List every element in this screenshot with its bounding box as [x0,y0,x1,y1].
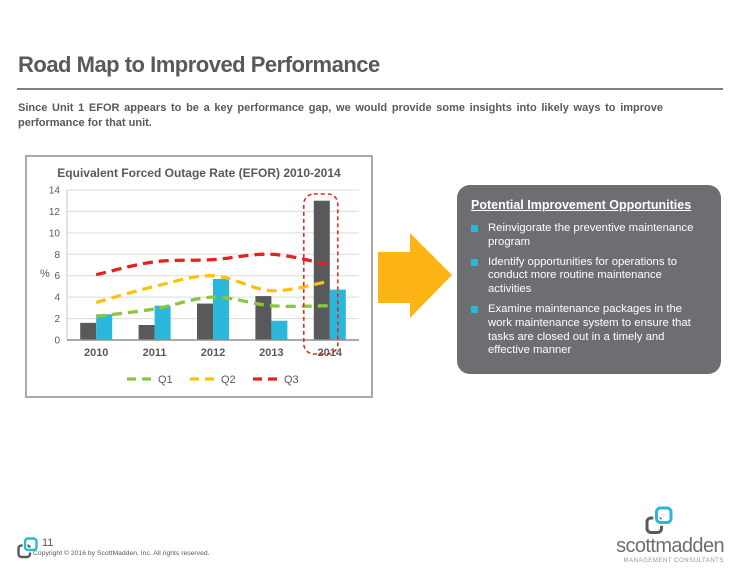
legend-label: Q2 [221,374,236,386]
highlight-box-2014 [303,193,339,355]
bullet-text: Reinvigorate the preventive maintenance … [488,222,694,248]
x-tick-label: 2013 [259,347,283,359]
teal-bar [213,278,229,340]
y-tick-label: 4 [54,293,60,304]
line-Q1 [95,295,330,319]
legend-label: Q3 [284,374,299,386]
page-title: Road Map to Improved Performance [18,52,380,77]
y-tick-label: 0 [54,336,60,347]
panel-bullet-list: Reinvigorate the preventive maintenance … [471,222,707,358]
scottmadden-mark-icon [17,537,38,559]
slide-subtitle: Since Unit 1 EFOR appears to be a key pe… [18,102,663,129]
bullet-text: Identify opportunities for operations to… [488,255,678,296]
bullet-text: Examine maintenance packages in the work… [488,302,691,357]
teal-bar [271,320,288,340]
y-tick-label: 10 [49,228,61,239]
panel-title: Potential Improvement Opportunities [471,198,692,212]
scottmadden-logo-icon [645,506,673,534]
logo-tagline: MANAGEMENT CONSULTANTS [623,558,724,564]
dark-gray-bar [197,303,213,340]
line-Q3 [95,252,331,277]
y-axis-label: % [40,268,50,280]
y-tick-label: 14 [49,186,61,197]
x-tick-label: 2012 [201,347,225,359]
dark-gray-bar [80,322,97,340]
square-bullet-icon [471,258,478,266]
dark-gray-bar [138,325,155,340]
copyright-text: Copyright © 2016 by ScottMadden, Inc. Al… [33,550,210,557]
page-number: 11 [42,537,54,549]
efor-chart: Equivalent Forced Outage Rate (EFOR) 201… [25,155,373,398]
list-item: Examine maintenance packages in the work… [471,303,707,358]
teal-bar [96,314,113,340]
line-Q2 [95,274,331,305]
square-bullet-icon [471,225,478,232]
right-block-arrow-icon [378,233,452,318]
dark-gray-bar [255,296,272,340]
square-bullet-icon [471,305,478,313]
logo-wordmark: scottmadden [616,535,725,557]
x-tick-label: 2011 [143,347,167,359]
y-tick-label: 8 [54,250,60,261]
scottmadden-logo: scottmadden MANAGEMENT CONSULTANTS [594,506,725,564]
title-underline-rule [17,88,723,90]
y-tick-label: 2 [54,314,60,325]
improvement-panel: Potential Improvement Opportunities Rein… [457,185,721,374]
y-tick-label: 12 [49,207,61,218]
list-item: Identify opportunities for operations to… [471,256,707,297]
chart-title: Equivalent Forced Outage Rate (EFOR) 201… [57,166,341,180]
legend-label: Q1 [158,374,173,386]
x-tick-label: 2010 [84,347,108,359]
teal-bar [154,305,171,340]
list-item: Reinvigorate the preventive maintenance … [471,222,707,250]
y-tick-label: 6 [54,271,60,282]
dark-gray-bar [313,200,330,340]
